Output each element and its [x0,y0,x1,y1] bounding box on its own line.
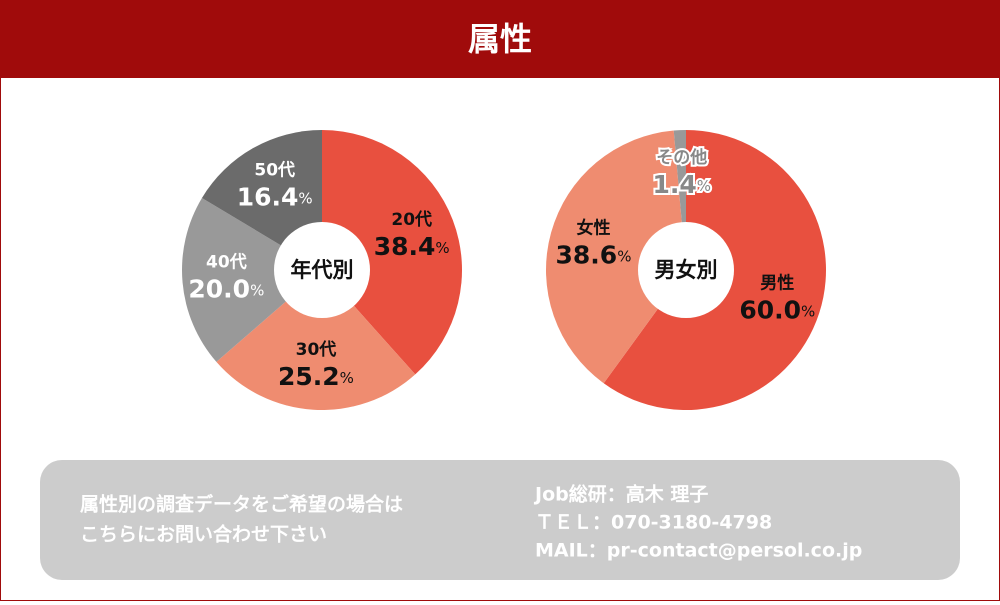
value-label: 1.4% [652,170,711,199]
value-label: 20.0% [188,274,264,303]
footer-contact: ＴＥＬ：070-3180-4798 [535,512,772,534]
slice [182,197,322,362]
value-label: 60.0% [739,296,815,325]
value-label: 38.6% [556,240,632,269]
slice-label: 40代 [206,251,247,272]
slice-label: その他 [656,147,707,168]
slice [216,270,416,410]
slice-label: 女性 [576,217,610,238]
slice-label: 50代 [254,159,295,180]
center-label: 年代別 [291,258,354,282]
slice-label: 男性 [760,273,794,294]
donut-hole [274,222,370,318]
value-label: 38.4% [374,232,450,261]
donut-hole [638,222,734,318]
footer-contact: Job総研：高木 理子 [533,483,708,506]
value-label: 25.2% [278,362,354,391]
page-title: 属性 [468,20,532,58]
footer-contact: MAIL：pr-contact@persol.co.jp [535,540,862,562]
footer-note: こちらにお問い合わせ下さい [80,523,327,546]
header-bar [0,0,1000,78]
slice [322,130,463,375]
footer-box [40,460,960,580]
footer-note: 属性別の調査データをご希望の場合は [80,493,403,516]
value-label: 16.4% [237,182,313,211]
slice-label: 20代 [391,209,432,230]
center-label: 男女別 [655,258,718,282]
slice [545,130,686,384]
slice-label: 30代 [296,339,337,360]
